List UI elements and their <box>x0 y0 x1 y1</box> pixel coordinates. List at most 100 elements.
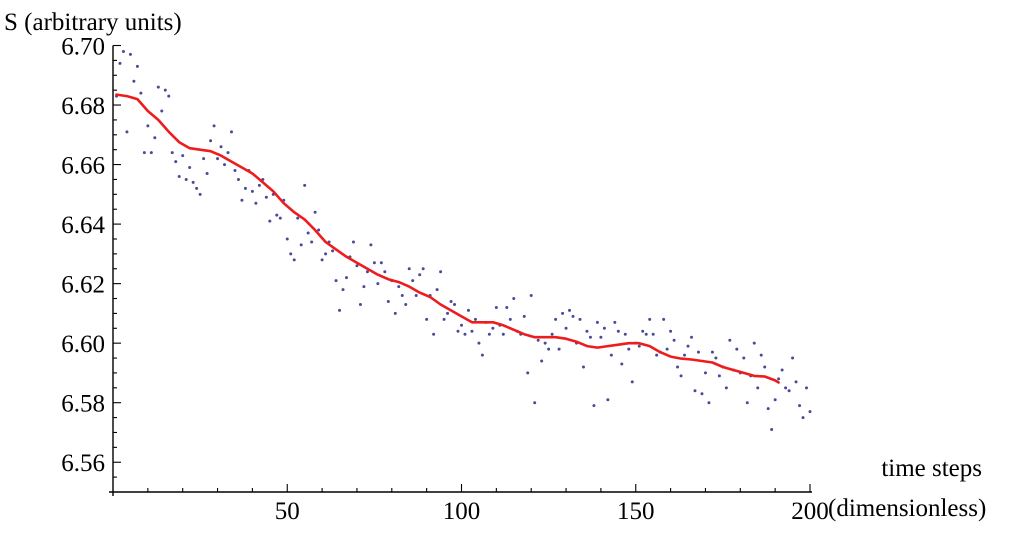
data-point <box>662 317 666 321</box>
data-point <box>393 311 397 315</box>
data-point <box>714 356 718 360</box>
data-point <box>223 163 227 167</box>
data-point <box>512 297 516 301</box>
data-point <box>407 267 411 271</box>
data-point <box>376 282 380 286</box>
data-point <box>470 329 474 333</box>
data-point <box>296 216 300 220</box>
y-tick-label: 6.70 <box>61 34 105 61</box>
data-point <box>602 326 606 330</box>
y-tick-label: 6.60 <box>61 331 105 358</box>
data-point <box>351 240 355 244</box>
data-point <box>780 368 784 372</box>
data-point <box>365 270 369 274</box>
data-point <box>163 88 167 92</box>
data-point <box>191 180 195 184</box>
data-point <box>717 374 721 378</box>
data-point <box>672 338 676 342</box>
data-point <box>278 216 282 220</box>
data-point <box>160 109 164 113</box>
x-tick-label: 150 <box>617 498 655 525</box>
y-axis-label: S (arbitrary units) <box>4 9 182 36</box>
data-point <box>240 198 244 202</box>
data-point <box>219 145 223 149</box>
data-point <box>344 276 348 280</box>
data-point <box>139 91 143 95</box>
data-point <box>135 64 139 68</box>
data-point <box>473 317 477 321</box>
data-point <box>209 139 213 143</box>
data-point <box>784 386 788 390</box>
data-point <box>547 347 551 351</box>
data-point <box>578 317 582 321</box>
data-point <box>334 279 338 283</box>
data-point <box>257 183 261 187</box>
data-point <box>571 314 575 318</box>
data-point <box>292 258 296 262</box>
data-point <box>728 338 732 342</box>
tick-labels: 6.56 6.58 6.60 6.62 6.64 6.66 6.68 6.70 50 100 150… <box>61 34 829 526</box>
data-point <box>627 347 631 351</box>
data-point <box>170 151 174 155</box>
data-point <box>540 359 544 363</box>
data-point <box>421 267 425 271</box>
data-point <box>787 389 791 393</box>
data-point <box>651 332 655 336</box>
data-point <box>383 270 387 274</box>
data-point <box>146 124 150 128</box>
data-point <box>264 195 268 199</box>
data-point <box>432 332 436 336</box>
x-axis-label-line1: time steps <box>881 455 982 482</box>
data-point <box>310 240 314 244</box>
data-point <box>794 380 798 384</box>
data-point <box>268 219 272 223</box>
data-point <box>453 302 457 306</box>
data-point <box>317 228 321 232</box>
data-point <box>355 264 359 268</box>
data-point <box>320 258 324 262</box>
data-point <box>306 231 310 235</box>
data-point <box>142 151 146 155</box>
data-point <box>710 350 714 354</box>
data-point <box>118 61 122 65</box>
data-point <box>243 186 247 190</box>
x-axis-label-line2: (dimensionless) <box>828 495 986 522</box>
data-points <box>114 49 812 431</box>
data-point <box>536 338 540 342</box>
data-point <box>456 329 460 333</box>
data-point <box>620 362 624 366</box>
x-tick-label: 100 <box>443 498 481 525</box>
data-point <box>362 285 366 289</box>
data-point <box>581 365 585 369</box>
data-point <box>508 317 512 321</box>
data-point <box>568 308 572 312</box>
data-point <box>557 347 561 351</box>
data-point <box>564 326 568 330</box>
data-point <box>641 329 645 333</box>
data-point <box>149 151 153 155</box>
data-point <box>606 398 610 402</box>
smooth-line-group <box>115 93 780 384</box>
data-point <box>724 386 728 390</box>
axes <box>109 45 812 496</box>
data-point <box>275 213 279 217</box>
data-point <box>585 329 589 333</box>
data-point <box>411 279 415 283</box>
data-point <box>655 353 659 357</box>
data-point <box>397 285 401 289</box>
data-point <box>808 410 812 414</box>
data-point <box>480 353 484 357</box>
data-point <box>372 261 376 265</box>
data-point <box>132 79 136 83</box>
data-point <box>693 389 697 393</box>
data-point <box>216 157 220 161</box>
data-point <box>466 308 470 312</box>
data-point <box>526 371 530 375</box>
data-point <box>505 305 509 309</box>
data-point <box>386 299 390 303</box>
data-point <box>665 347 669 351</box>
data-point <box>766 407 770 411</box>
data-point <box>156 85 160 89</box>
data-point <box>592 404 596 408</box>
data-point <box>669 329 673 333</box>
